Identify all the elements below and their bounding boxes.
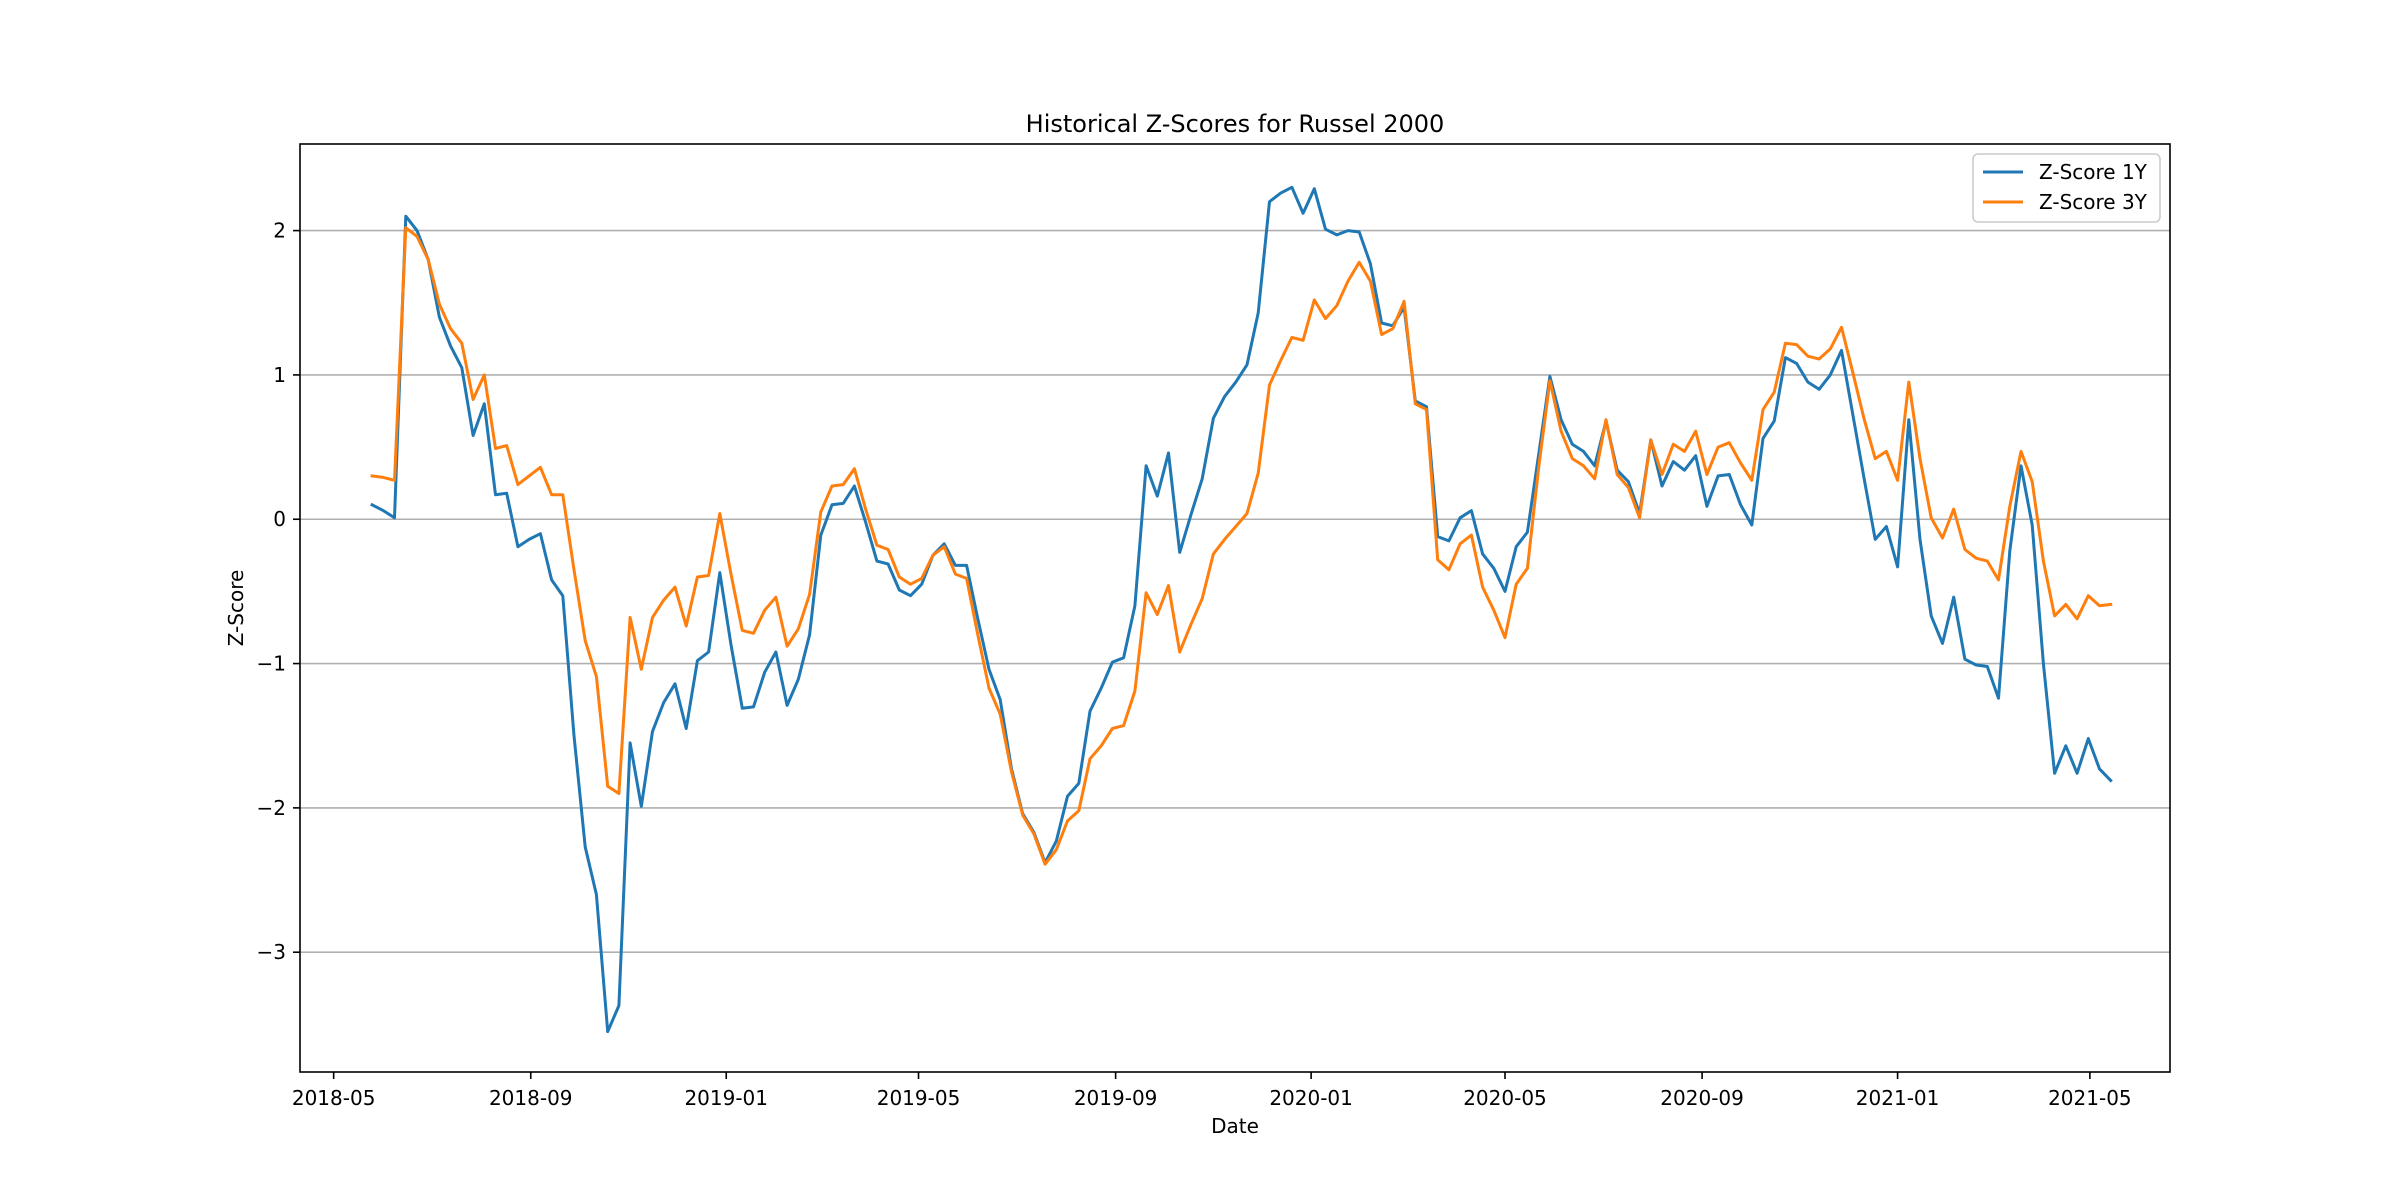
y-tick-label: 2 (273, 219, 286, 243)
series-line-3y (370, 226, 2113, 866)
legend-label-1y: Z-Score 1Y (2039, 160, 2148, 184)
series-lines (370, 185, 2113, 1034)
plot-frame (299, 143, 2171, 1073)
y-tick-label: −2 (257, 796, 286, 820)
x-tick-label: 2021-05 (2048, 1086, 2132, 1110)
y-tick-label: −3 (257, 940, 286, 964)
x-tick-label: 2019-09 (1074, 1086, 1158, 1110)
x-tick-label: 2021-01 (1856, 1086, 1940, 1110)
x-tick-label: 2018-05 (292, 1086, 376, 1110)
legend-label-3y: Z-Score 3Y (2039, 190, 2148, 214)
plot-area (300, 144, 2170, 1072)
x-tick-label: 2020-09 (1660, 1086, 1744, 1110)
y-axis-ticks: −3 −2 −1 0 1 2 (257, 219, 300, 964)
y-axis-label: Z-Score (224, 570, 248, 647)
x-tick-label: 2020-05 (1463, 1086, 1547, 1110)
y-tick-label: 1 (273, 363, 286, 387)
x-tick-label: 2019-01 (684, 1086, 768, 1110)
x-tick-label: 2020-01 (1269, 1086, 1353, 1110)
x-axis-ticks: 2018-05 2018-09 2019-01 2019-05 2019-09 2020-… (292, 1072, 2132, 1110)
x-tick-label: 2018-09 (489, 1086, 573, 1110)
gridlines (300, 229, 2170, 954)
x-tick-label: 2019-05 (877, 1086, 961, 1110)
x-axis-label: Date (1211, 1114, 1259, 1138)
series-line-1y (370, 185, 2113, 1034)
legend: Z-Score 1Y Z-Score 3Y (1972, 153, 2161, 223)
chart-title: Historical Z-Scores for Russel 2000 (1026, 110, 1445, 138)
y-tick-label: 0 (273, 507, 286, 531)
y-tick-label: −1 (257, 652, 286, 676)
